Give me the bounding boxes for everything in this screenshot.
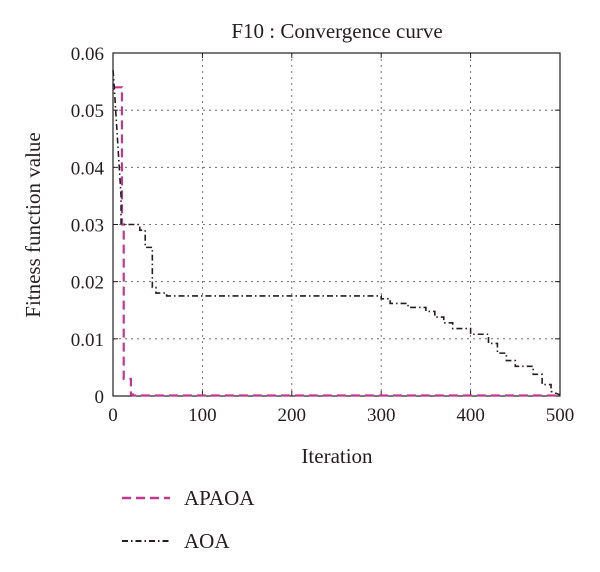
- y-tick-label: 0.04: [71, 158, 105, 179]
- y-tick-label: 0.01: [71, 330, 104, 351]
- y-tick-label: 0.05: [71, 101, 104, 122]
- y-tick-label: 0: [95, 387, 105, 408]
- x-axis-title: Iteration: [301, 444, 373, 468]
- x-tick-label: 0: [108, 405, 118, 426]
- chart-title: F10 : Convergence curve: [231, 19, 442, 43]
- legend-label-apaoa: APAOA: [184, 486, 255, 510]
- x-tick-label: 500: [546, 405, 575, 426]
- x-tick-label: 400: [456, 405, 485, 426]
- series-line-apaoa: [113, 86, 560, 397]
- y-tick-label: 0.03: [71, 216, 104, 237]
- x-tick-label: 100: [188, 405, 217, 426]
- x-tick-label: 200: [278, 405, 307, 426]
- y-axis-title: Fitness function value: [21, 132, 45, 317]
- x-tick-label: 300: [367, 405, 396, 426]
- grid-lines: [113, 53, 560, 396]
- legend: APAOA AOA: [122, 486, 255, 553]
- legend-label-aoa: AOA: [184, 529, 230, 553]
- y-tick-label: 0.06: [71, 44, 104, 65]
- series-line-aoa: [112, 70, 561, 396]
- y-tick-label: 0.02: [71, 273, 104, 294]
- axis-ticks: 0 100 200 300 400 500 0 0.01 0.02 0.03 0.04 0.05 0.0…: [71, 44, 575, 426]
- series-layer: [112, 70, 561, 397]
